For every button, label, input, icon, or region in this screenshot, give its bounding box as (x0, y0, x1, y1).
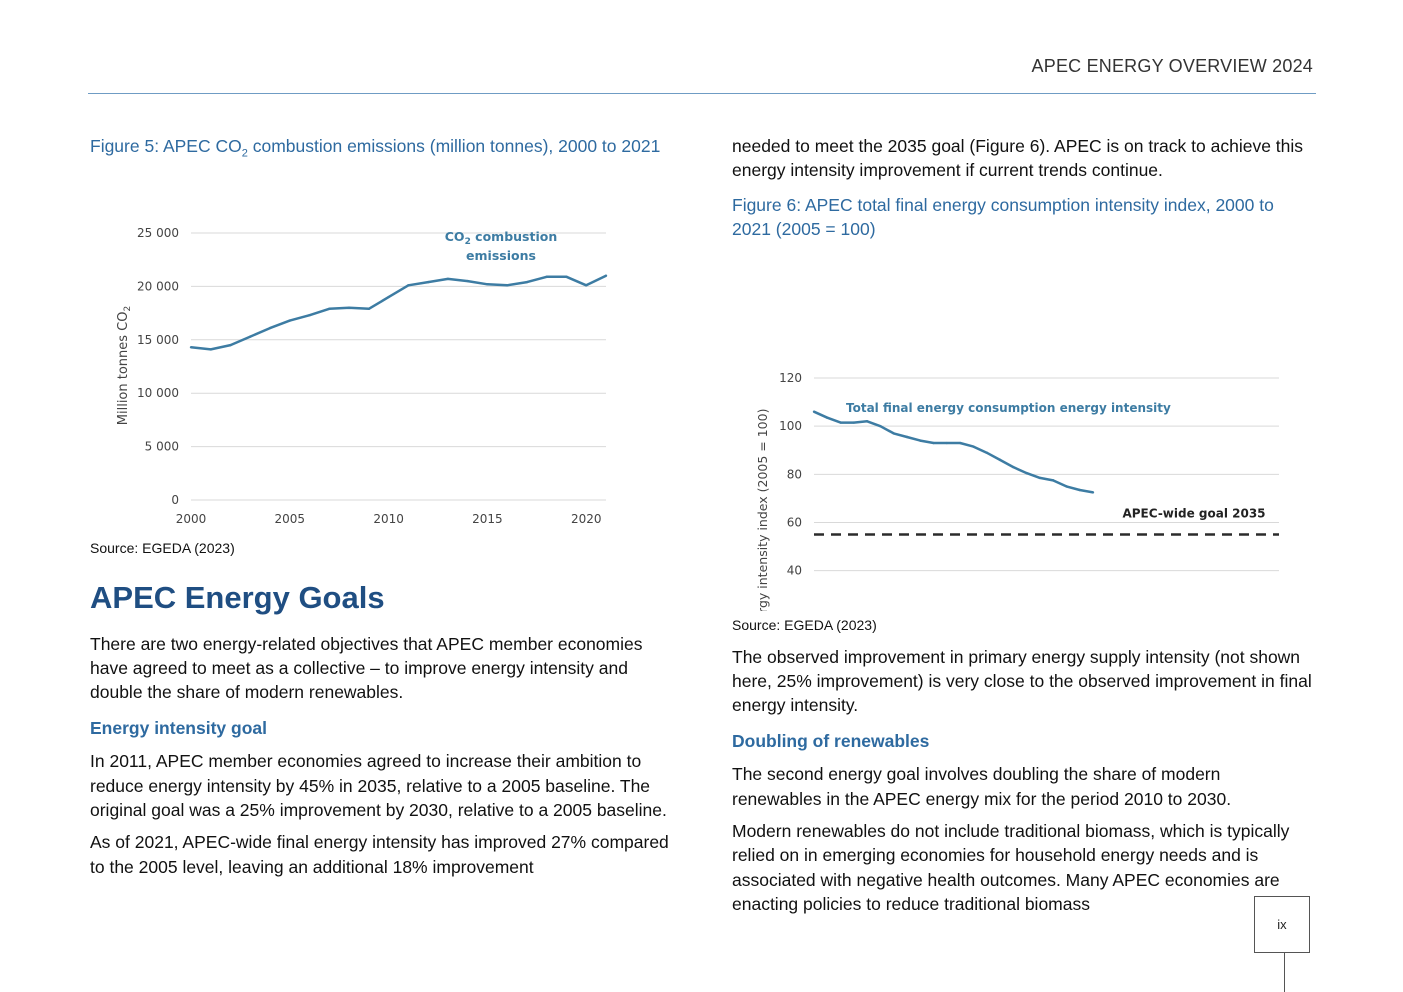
data-point (604, 274, 608, 277)
document-title: APEC ENERGY OVERVIEW 2024 (1031, 56, 1313, 76)
y-tick-label: 20 000 (137, 279, 179, 293)
right-column: needed to meet the 2035 goal (Figure 6).… (732, 134, 1312, 924)
intro-paragraph: There are two energy-related objectives … (90, 633, 643, 703)
data-point (249, 334, 252, 338)
figure5-series-label: CO2 combustion emissions (445, 229, 558, 263)
y-tick-label: 10 000 (137, 386, 179, 400)
data-point (565, 275, 568, 278)
figure6-chart: 020406080100120 200020052010201520202025… (755, 371, 1279, 611)
paragraph-observed-improvement: The observed improvement in primary ener… (732, 646, 1312, 716)
paragraph-modern-renewables: Modern renewables do not include traditi… (732, 821, 1290, 914)
data-point (426, 280, 430, 283)
data-point (268, 326, 272, 329)
data-point (387, 295, 390, 298)
energy-intensity-subhead: Energy intensity goal (90, 718, 267, 739)
data-point (407, 283, 410, 287)
data-point (367, 307, 371, 310)
figure5-caption-text: Figure 5: APEC CO (90, 136, 242, 156)
data-point (505, 283, 509, 287)
data-point (229, 343, 232, 346)
figure5-caption: Figure 5: APEC CO2 combustion emissions … (90, 134, 675, 166)
data-point (308, 313, 311, 316)
data-point (1065, 484, 1068, 488)
data-point (919, 439, 922, 442)
y-tick-label: 60 (787, 515, 802, 529)
y-tick-label: 15 000 (137, 332, 179, 346)
figure5-series-group (189, 274, 608, 351)
figure6-gridlines (814, 377, 1279, 571)
paragraph-2021-progress: As of 2021, APEC-wide final energy inten… (90, 832, 669, 877)
continuation-paragraph: needed to meet the 2035 goal (Figure 6).… (732, 136, 1304, 181)
data-point (1091, 490, 1095, 494)
data-point (1038, 476, 1042, 479)
data-point (1012, 465, 1015, 468)
data-point (209, 347, 212, 351)
x-tick-label: 2005 (275, 512, 306, 526)
renewables-subhead: Doubling of renewables (732, 731, 930, 752)
paragraph-2011-goal: In 2011, APEC member economies agreed to… (90, 751, 667, 820)
x-tick-label: 2000 (176, 512, 207, 526)
figure5-source: Source: EGEDA (2023) (90, 539, 235, 556)
data-point (1051, 478, 1055, 482)
data-point (972, 445, 975, 448)
data-point (958, 441, 962, 444)
data-point (288, 318, 292, 322)
x-tick-label: 2010 (373, 512, 404, 526)
figure5-x-tick-labels: 2000 2005 2010 2015 2020 (176, 512, 602, 526)
figure5-caption-text-rest: combustion emissions (million tonnes), 2… (247, 136, 661, 156)
data-point (1078, 488, 1081, 491)
data-point (865, 419, 869, 423)
data-point (328, 307, 331, 310)
data-point (466, 279, 469, 282)
page-number: ix (1254, 896, 1310, 953)
page-number-stem (1284, 953, 1285, 992)
x-tick-label: 2015 (472, 512, 503, 526)
data-point (839, 420, 842, 424)
data-point (892, 431, 895, 435)
y-tick-label: 80 (787, 467, 802, 481)
data-point (446, 277, 450, 280)
y-tick-label: 25 000 (137, 226, 179, 240)
figure5-gridlines (191, 232, 606, 500)
data-point (1025, 471, 1028, 474)
data-point (525, 280, 529, 283)
figure6-y-axis-label: Energy intensity index (2005 = 100) (755, 408, 770, 610)
data-point (347, 306, 351, 309)
x-tick-label: 2020 (571, 512, 602, 526)
data-point (905, 435, 909, 438)
data-point (852, 420, 856, 424)
figure6-y-tick-labels: 020406080100120 (779, 371, 802, 578)
data-point (932, 441, 935, 444)
header-divider (88, 93, 1316, 94)
y-tick-label: 100 (779, 419, 802, 433)
series-line (190, 274, 607, 351)
left-column: Figure 5: APEC CO2 combustion emissions … (90, 134, 675, 887)
figure6-series-group (812, 410, 1279, 536)
data-point (812, 410, 816, 413)
figure6-source: Source: EGEDA (2023) (732, 616, 877, 633)
data-point (585, 283, 588, 287)
y-tick-label: 5 000 (145, 439, 179, 453)
data-point (189, 345, 193, 348)
figure5-y-axis-label: Million tonnes CO2 (116, 305, 133, 424)
data-point (879, 424, 882, 427)
data-point (945, 441, 949, 444)
data-point (486, 282, 489, 285)
figure5-y-tick-labels: 0 5 000 10 000 15 000 20 000 25 000 (137, 226, 179, 507)
figure5-caption-subscript: 2 (241, 147, 248, 160)
figure6-caption: Figure 6: APEC total final energy consum… (732, 194, 1274, 239)
data-point (826, 416, 829, 419)
series-line (813, 410, 1094, 494)
data-point (998, 458, 1002, 461)
y-tick-label: 120 (779, 371, 802, 385)
section-title: APEC Energy Goals (90, 579, 385, 615)
data-point (985, 451, 988, 454)
y-tick-label: 40 (787, 563, 802, 577)
figure6-goal-label: APEC-wide goal 2035 (1122, 506, 1265, 520)
figure6-intensity-series-label: Total final energy consumption energy in… (846, 401, 1171, 415)
data-point (545, 275, 548, 278)
paragraph-second-goal: The second energy goal involves doubling… (732, 764, 1232, 809)
y-tick-label: 0 (171, 493, 179, 507)
